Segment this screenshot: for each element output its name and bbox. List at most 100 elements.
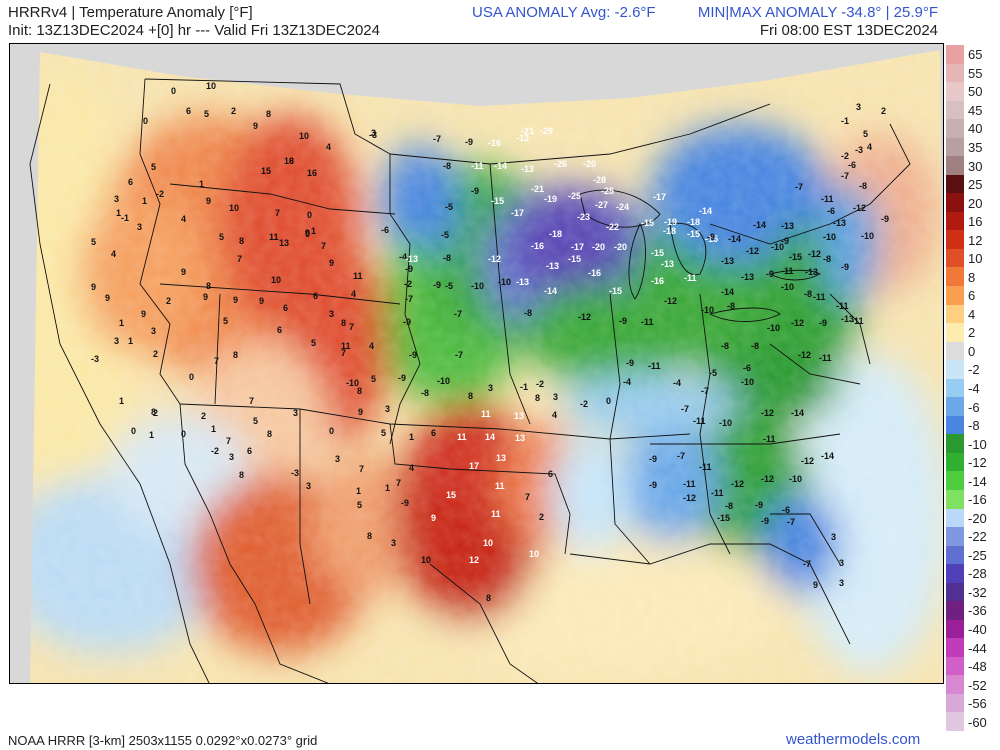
valid-local-time: Fri 08:00 EST 13DEC2024	[759, 22, 938, 39]
anomaly-value-label: -23	[577, 212, 590, 222]
anomaly-value-label: -7	[677, 451, 685, 461]
anomaly-value-label: -17	[653, 192, 666, 202]
color-scale-swatch	[946, 82, 964, 102]
color-scale-swatch	[946, 582, 964, 602]
anomaly-value-label: 5	[371, 374, 376, 384]
anomaly-value-label: 2	[539, 512, 544, 522]
anomaly-value-label: 11	[481, 409, 491, 419]
anomaly-value-label: -28	[593, 175, 606, 185]
anomaly-value-label: 9	[233, 295, 238, 305]
anomaly-value-label: 2	[231, 106, 236, 116]
usa-anomaly-average: USA ANOMALY Avg: -2.6°F	[472, 4, 656, 21]
anomaly-value-label: 3	[335, 454, 340, 464]
anomaly-value-label: -8	[443, 253, 451, 263]
anomaly-value-label: -11	[813, 292, 826, 302]
anomaly-value-label: 7	[525, 492, 530, 502]
anomaly-value-label: -10	[719, 418, 732, 428]
anomaly-value-label: -25	[601, 186, 614, 196]
anomaly-value-label: -9	[881, 214, 889, 224]
anomaly-value-label: 1	[119, 396, 124, 406]
color-scale-swatch	[946, 45, 964, 65]
color-scale-swatch	[946, 63, 964, 83]
anomaly-value-label: -10	[741, 377, 754, 387]
color-scale-label: 35	[968, 139, 983, 155]
anomaly-value-label: -7	[681, 404, 689, 414]
anomaly-value-label: 3	[391, 538, 396, 548]
anomaly-value-label: 4	[181, 214, 186, 224]
anomaly-value-label: -10	[346, 378, 359, 388]
color-scale-label: -8	[968, 418, 980, 434]
anomaly-value-label: -15	[491, 196, 504, 206]
color-scale-label: 2	[968, 325, 976, 341]
anomaly-value-label: 3	[229, 452, 234, 462]
anomaly-value-label: -11	[763, 434, 776, 444]
anomaly-value-label: 1	[116, 208, 121, 218]
anomaly-value-label: -10	[701, 305, 714, 315]
anomaly-value-label: 3	[371, 128, 376, 138]
anomaly-value-label: 8	[233, 350, 238, 360]
anomaly-value-label: 3	[306, 481, 311, 491]
anomaly-value-label: -2	[841, 151, 849, 161]
model-grid-info: NOAA HRRR [3-km] 2503x1155 0.0292°x0.027…	[8, 733, 318, 748]
anomaly-value-label: 7	[341, 348, 346, 358]
color-scale-label: -16	[968, 492, 987, 508]
anomaly-value-label: -29	[540, 126, 553, 136]
color-scale-swatch	[946, 508, 964, 528]
color-scale-label: -2	[968, 362, 980, 378]
anomaly-value-label: -24	[616, 202, 629, 212]
anomaly-value-label: 11	[341, 341, 351, 351]
anomaly-value-label: 11	[495, 481, 505, 491]
anomaly-value-label: 11	[353, 271, 363, 281]
anomaly-value-label: -6	[782, 505, 790, 515]
anomaly-value-label: 5	[253, 416, 258, 426]
anomaly-value-label: -14	[721, 287, 734, 297]
anomaly-value-label: -15	[609, 286, 622, 296]
anomaly-value-label: -2	[580, 399, 588, 409]
anomaly-value-label: -8	[751, 341, 759, 351]
anomaly-value-label: 9	[91, 282, 96, 292]
anomaly-value-label: -17	[511, 208, 524, 218]
temperature-anomaly-map[interactable]: 10 0 6 5 2 8 9 0 10 4 15 13 16 3 -3 -7 -9 -16 -13 -21 -29 -26…	[9, 43, 944, 684]
anomaly-value-label: -10	[437, 376, 450, 386]
color-scale-swatch	[946, 174, 964, 194]
anomaly-value-label: -1	[121, 213, 129, 223]
anomaly-value-label: 3	[329, 309, 334, 319]
anomaly-value-label: -10	[789, 474, 802, 484]
anomaly-value-label: -15	[687, 229, 700, 239]
anomaly-value-label: 3	[114, 336, 119, 346]
anomaly-value-label: -14	[821, 451, 834, 461]
color-scale-label: -22	[968, 529, 987, 545]
color-scale-label: -56	[968, 696, 987, 712]
anomaly-value-label: -9	[405, 264, 413, 274]
anomaly-value-label: 15	[261, 166, 271, 176]
anomaly-value-label: -12	[578, 312, 591, 322]
color-scale-label: 12	[968, 232, 983, 248]
color-scale-swatch	[946, 230, 964, 250]
anomaly-value-label: -8	[823, 254, 831, 264]
color-scale-swatch	[946, 378, 964, 398]
anomaly-value-label: 0	[606, 396, 611, 406]
anomaly-value-label: -8	[859, 181, 867, 191]
init-valid-line: Init: 13Z13DEC2024 +[0] hr --- Valid Fri…	[8, 22, 380, 39]
anomaly-value-label: -25	[568, 191, 581, 201]
anomaly-value-label: 6	[548, 469, 553, 479]
color-scale-label: -28	[968, 566, 987, 582]
anomaly-value-label: -12	[664, 296, 677, 306]
color-scale-label: -14	[968, 473, 987, 489]
anomaly-value-label: 3	[839, 578, 844, 588]
anomaly-value-label: -21	[521, 126, 534, 136]
anomaly-value-label: -21	[531, 184, 544, 194]
color-scale-label: 8	[968, 269, 976, 285]
anomaly-value-label: 9	[813, 580, 818, 590]
anomaly-value-label: 5	[219, 232, 224, 242]
map-title: HRRRv4 | Temperature Anomaly [°F]	[8, 4, 253, 21]
anomaly-value-label: -7	[455, 350, 463, 360]
anomaly-value-label: -2	[211, 446, 219, 456]
anomaly-value-label: 0	[189, 372, 194, 382]
anomaly-value-label: -14	[699, 206, 712, 216]
site-link[interactable]: weathermodels.com	[786, 731, 921, 748]
anomaly-value-label: -11	[699, 462, 712, 472]
color-scale-swatch	[946, 193, 964, 213]
